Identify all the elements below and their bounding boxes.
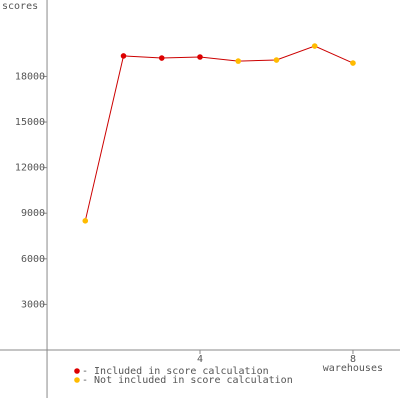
y-tick-label: 12000 xyxy=(15,163,45,174)
y-tick-label: 6000 xyxy=(21,254,45,265)
data-line xyxy=(84,45,354,221)
legend-marker xyxy=(74,368,80,374)
data-point xyxy=(120,53,127,59)
x-tick-label: 8 xyxy=(350,354,356,365)
data-point xyxy=(311,43,318,49)
y-axis-label: scores xyxy=(2,1,38,12)
data-point xyxy=(273,57,280,63)
y-tick-label: 15000 xyxy=(15,117,45,128)
legend-marker xyxy=(74,377,80,383)
y-tick-label: 18000 xyxy=(15,71,45,82)
x-axis-label: warehouses xyxy=(323,363,383,374)
legend-label: - Included in score calculation xyxy=(82,366,269,377)
data-point xyxy=(158,55,165,61)
data-point xyxy=(197,54,203,60)
y-tick-label: 9000 xyxy=(21,208,45,219)
data-point xyxy=(350,60,356,66)
y-tick-label: 3000 xyxy=(21,299,45,310)
data-point xyxy=(235,58,242,64)
x-tick-label: 4 xyxy=(197,354,203,365)
data-point xyxy=(82,218,89,224)
legend-label: - Not included in score calculation xyxy=(82,375,293,386)
